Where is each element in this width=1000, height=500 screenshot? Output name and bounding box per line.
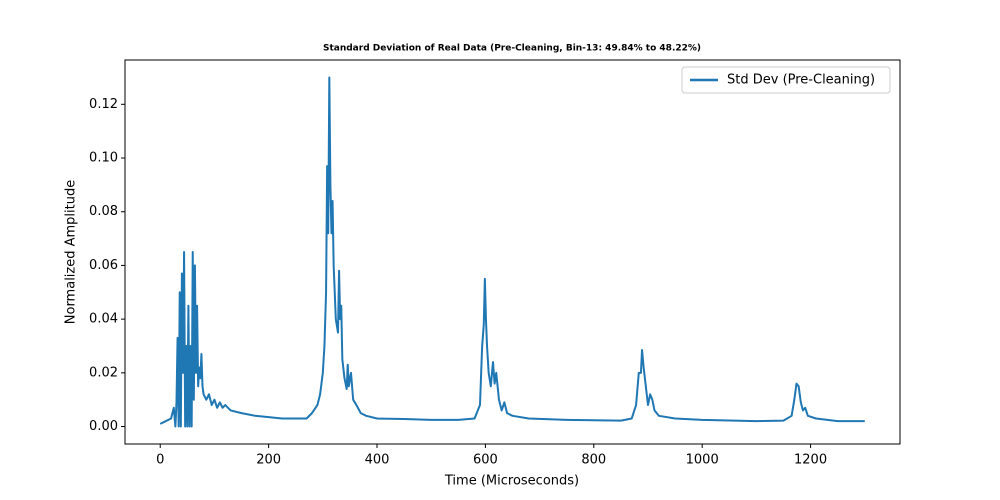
legend-box <box>681 66 891 94</box>
legend-label: Std Dev (Pre-Cleaning) <box>727 73 875 88</box>
x-tick-label: 600 <box>473 453 498 468</box>
x-tick-label: 0 <box>156 453 164 468</box>
y-tick-label: 0.10 <box>89 151 118 166</box>
data-line <box>159 76 865 428</box>
y-tick-label: 0.08 <box>89 204 118 219</box>
chart-title: Standard Deviation of Real Data (Pre-Cle… <box>323 44 701 54</box>
y-tick-label: 0.04 <box>89 312 118 327</box>
plot-frame <box>124 59 901 445</box>
x-tick-label: 1200 <box>794 453 827 468</box>
x-tick-label: 200 <box>256 453 281 468</box>
x-tick-label: 400 <box>365 453 390 468</box>
x-tick-label: 800 <box>581 453 606 468</box>
x-axis-label: Time (Microseconds) <box>444 474 579 489</box>
x-tick-label: 1000 <box>686 453 719 468</box>
y-tick-label: 0.12 <box>89 97 118 112</box>
y-axis-label: Normalized Amplitude <box>64 180 79 324</box>
y-tick-label: 0.02 <box>89 365 118 380</box>
y-tick-label: 0.00 <box>89 419 118 434</box>
y-tick-label: 0.06 <box>89 258 118 273</box>
